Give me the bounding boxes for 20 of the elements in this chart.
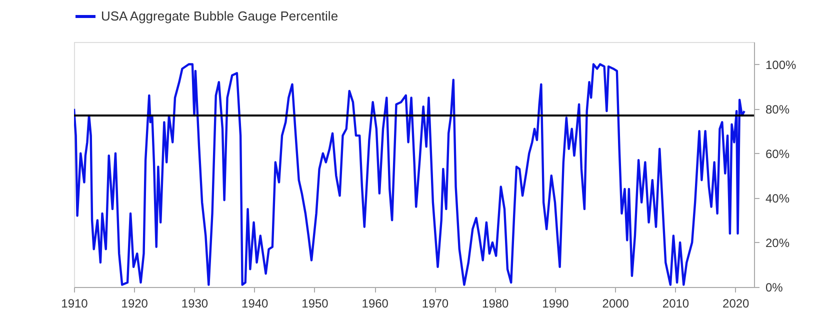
x-tick-label: 1980: [482, 296, 510, 310]
y-tick-label: 40%: [766, 191, 790, 206]
x-tick-label: 1910: [61, 296, 88, 310]
x-tick-label: 1920: [121, 296, 148, 310]
y-tick-label: 100%: [766, 58, 797, 72]
x-tick-label: 1990: [542, 296, 570, 310]
y-tick-label: 80%: [766, 102, 790, 116]
line-series: [74, 63, 746, 286]
x-tick-label: 1960: [362, 296, 389, 310]
x-tick-label: 2000: [602, 296, 630, 310]
x-tick-label: 1970: [422, 296, 449, 310]
x-tick-label: 2020: [722, 296, 750, 310]
x-tick-label: 1940: [242, 296, 269, 310]
x-tick-label: 1930: [181, 296, 208, 310]
legend-label: USA Aggregate Bubble Gauge Percentile: [101, 8, 338, 24]
y-tick-label: 20%: [766, 236, 790, 250]
y-tick-label: 0%: [766, 280, 784, 294]
x-tick-label: 1950: [302, 296, 329, 310]
y-tick-label: 60%: [766, 146, 790, 161]
x-tick-label: 2010: [662, 296, 690, 310]
